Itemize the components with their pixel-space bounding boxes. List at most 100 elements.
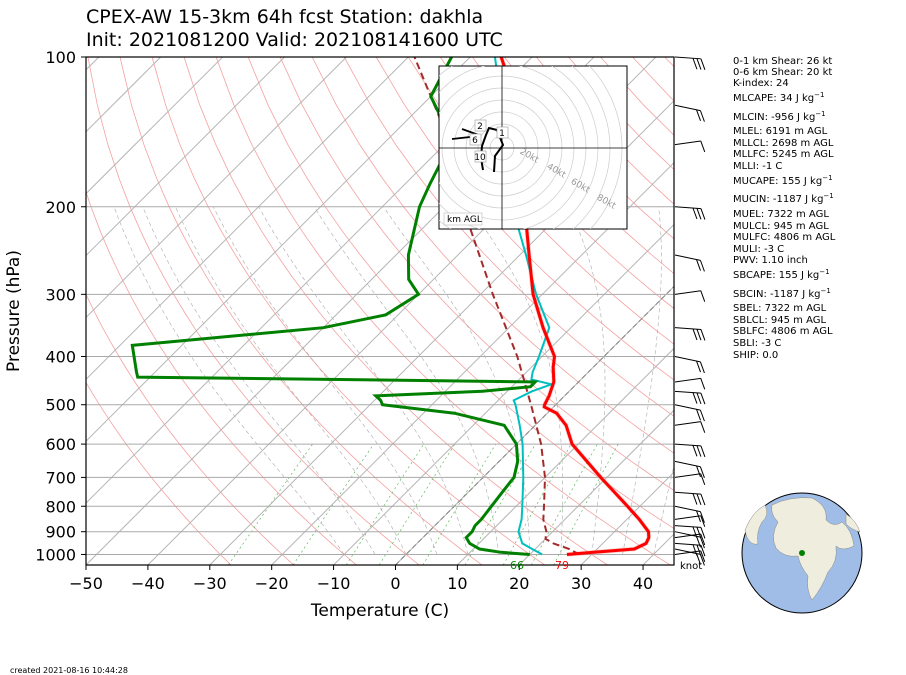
barb-shaft — [674, 505, 701, 513]
barb-shaft — [674, 533, 701, 539]
y-tick-label: 900 — [45, 523, 76, 542]
mixing-ratio-line — [345, 443, 425, 565]
barb-feather — [700, 421, 706, 433]
wind-barb — [674, 473, 706, 485]
dry-adiabat — [311, 57, 674, 454]
x-tick-label: 0 — [390, 574, 400, 593]
index-superscript: −1 — [819, 268, 829, 276]
isotherm — [86, 57, 347, 319]
barb-feather — [700, 58, 706, 70]
barb-feather — [696, 58, 702, 70]
barb-feather — [692, 526, 698, 539]
barb-shaft — [674, 421, 701, 426]
stability-indices: 0-1 km Shear: 26 kt0-6 km Shear: 20 ktK-… — [733, 56, 836, 361]
x-tick-label: −50 — [69, 574, 103, 593]
x-tick-label: −10 — [317, 574, 351, 593]
barb-feather — [696, 465, 701, 478]
barb-shaft — [674, 460, 701, 468]
barb-shaft — [674, 56, 701, 60]
moist-adiabat — [383, 206, 531, 555]
isotherm — [86, 57, 162, 133]
barb-shaft — [674, 550, 701, 555]
wind-barb — [674, 56, 706, 70]
created-timestamp: created 2021-08-16 10:44:28 — [10, 666, 128, 675]
wind-barb — [674, 542, 706, 557]
hodograph-grid — [439, 66, 627, 229]
hodograph-height-label: 2 — [477, 122, 483, 132]
chart-title-line2: Init: 2021081200 Valid: 202108141600 UTC — [86, 29, 503, 51]
index-line: 0-1 km Shear: 26 kt — [733, 56, 832, 67]
x-tick-label: 20 — [509, 574, 529, 593]
barb-feather — [696, 409, 701, 421]
barb-feather — [700, 290, 706, 302]
moist-adiabat — [469, 206, 563, 555]
barb-feather — [700, 329, 706, 341]
barb-feather — [696, 392, 702, 405]
y-tick-label: 700 — [45, 468, 76, 487]
mixing-ratio-line — [292, 443, 374, 565]
barb-feather — [699, 511, 705, 523]
index-line: SHIP: 0.0 — [733, 350, 778, 361]
barb-feather — [700, 533, 706, 546]
barb-feather — [700, 527, 706, 539]
barb-feather — [696, 536, 701, 548]
x-tick-label: 10 — [447, 574, 467, 593]
dry-adiabat — [375, 57, 674, 381]
index-line: SBLI: -3 C — [733, 338, 781, 349]
barb-unit-label: knot — [680, 561, 702, 572]
barb-shaft — [674, 290, 701, 295]
barb-feather — [692, 445, 698, 457]
wind-barb — [674, 390, 706, 405]
barb-shaft — [674, 206, 701, 210]
barb-feather — [692, 207, 698, 220]
x-axis-ticks: −50 −40 −30 −20 −10 0 10 20 30 40 — [69, 565, 653, 593]
index-line: MULCL: 945 m AGL — [733, 221, 829, 232]
barb-shaft — [674, 140, 701, 146]
hodograph-height-box — [474, 119, 487, 132]
barb-shaft — [674, 404, 701, 411]
dry-adiabat — [407, 57, 674, 345]
isotherm — [86, 57, 285, 257]
index-line: MLCAPE: 34 J kg−1 — [733, 91, 824, 104]
isotherm — [86, 57, 223, 195]
dry-adiabat — [183, 57, 608, 565]
plot-frame — [85, 56, 675, 566]
barb-feather — [699, 409, 705, 422]
barb-feather — [696, 259, 701, 271]
wind-barb — [674, 533, 706, 546]
barb-feather — [692, 328, 698, 341]
wind-barb — [674, 356, 705, 374]
isotherm — [271, 161, 674, 565]
index-line: MLCIN: -956 J kg−1 — [733, 110, 826, 123]
barb-feather — [696, 109, 701, 121]
x-tick-label: −40 — [131, 574, 165, 593]
barb-feather — [696, 526, 702, 539]
hodograph-height-label: 1 — [499, 129, 505, 139]
barb-shaft — [674, 390, 701, 394]
hodograph-legend-label: km AGL — [447, 215, 482, 225]
barb-feather — [699, 361, 705, 374]
index-line: K-index: 24 — [733, 78, 789, 89]
index-superscript: −1 — [814, 91, 824, 99]
barb-feather — [696, 208, 702, 220]
chart-title-line1: CPEX-AW 15-3km 64h fcst Station: dakhla — [86, 6, 483, 28]
location-globe — [741, 492, 863, 614]
barb-feather — [699, 466, 705, 478]
isotherm — [395, 285, 674, 565]
barb-feather — [700, 140, 706, 153]
barb-feather — [699, 536, 705, 549]
x-tick-label: −20 — [255, 574, 289, 593]
barb-feather — [696, 493, 702, 506]
index-superscript: −1 — [823, 192, 833, 200]
y-tick-label: 400 — [45, 348, 76, 367]
wind-barb — [674, 515, 706, 527]
mixing-ratio-line — [464, 443, 536, 565]
mixing-ratio-line — [378, 443, 456, 565]
wind-barb — [674, 505, 705, 523]
hodograph-height-box — [469, 133, 482, 146]
y-tick-label: 800 — [45, 497, 76, 516]
index-superscript: −1 — [821, 287, 831, 295]
wind-barb — [674, 460, 705, 478]
